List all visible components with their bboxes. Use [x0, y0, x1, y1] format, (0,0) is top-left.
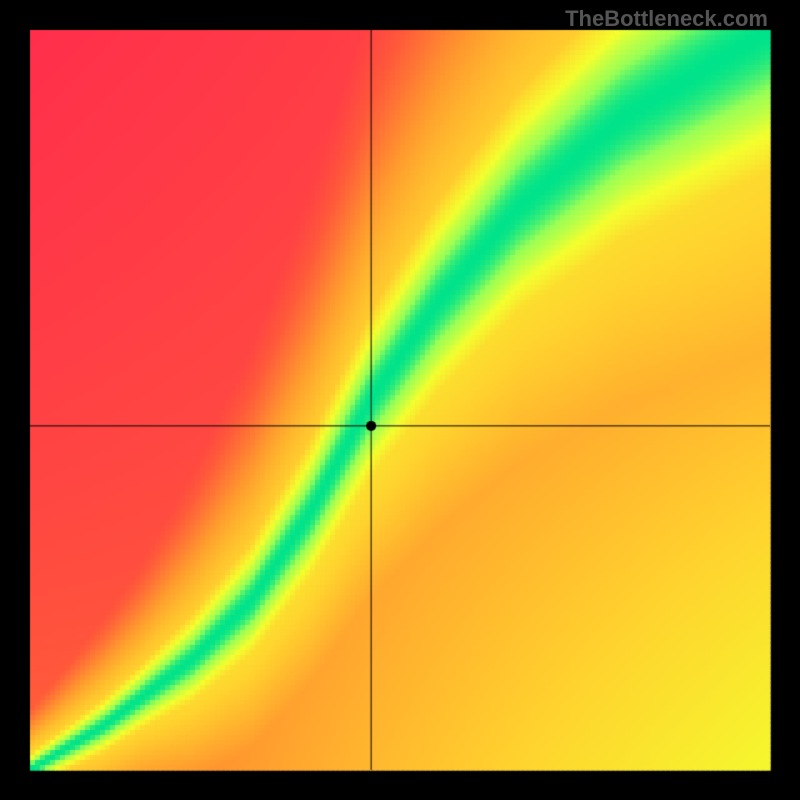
bottleneck-heatmap-canvas: [0, 0, 800, 800]
watermark-text: TheBottleneck.com: [565, 6, 768, 32]
chart-container: TheBottleneck.com: [0, 0, 800, 800]
